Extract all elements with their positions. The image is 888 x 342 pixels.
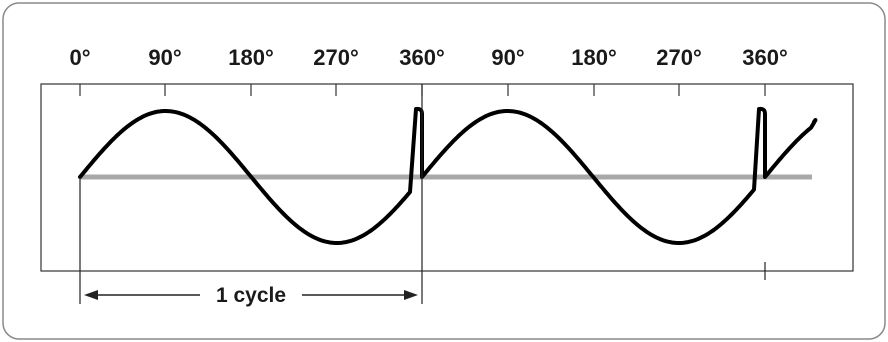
degree-label: 90° (491, 45, 524, 70)
cycle-span-arrow: 1 cycle (84, 284, 418, 307)
cycle-markers (79, 84, 766, 304)
arrowhead-left (84, 290, 98, 300)
degree-label: 90° (148, 45, 181, 70)
cycle-label: 1 cycle (216, 284, 286, 307)
degree-label: 180° (571, 45, 617, 70)
degree-label: 360° (742, 45, 788, 70)
degree-label: 270° (656, 45, 702, 70)
degree-label: 180° (228, 45, 274, 70)
arrowhead-right (404, 290, 418, 300)
degree-labels: 0° 90° 180° 270° 360° 90° 180° 270° 360° (69, 45, 787, 70)
plot-area (40, 83, 854, 272)
degree-label: 0° (69, 45, 90, 70)
waveform (78, 106, 818, 245)
degree-label: 270° (313, 45, 359, 70)
top-ticks (79, 84, 766, 96)
degree-label: 360° (399, 45, 445, 70)
